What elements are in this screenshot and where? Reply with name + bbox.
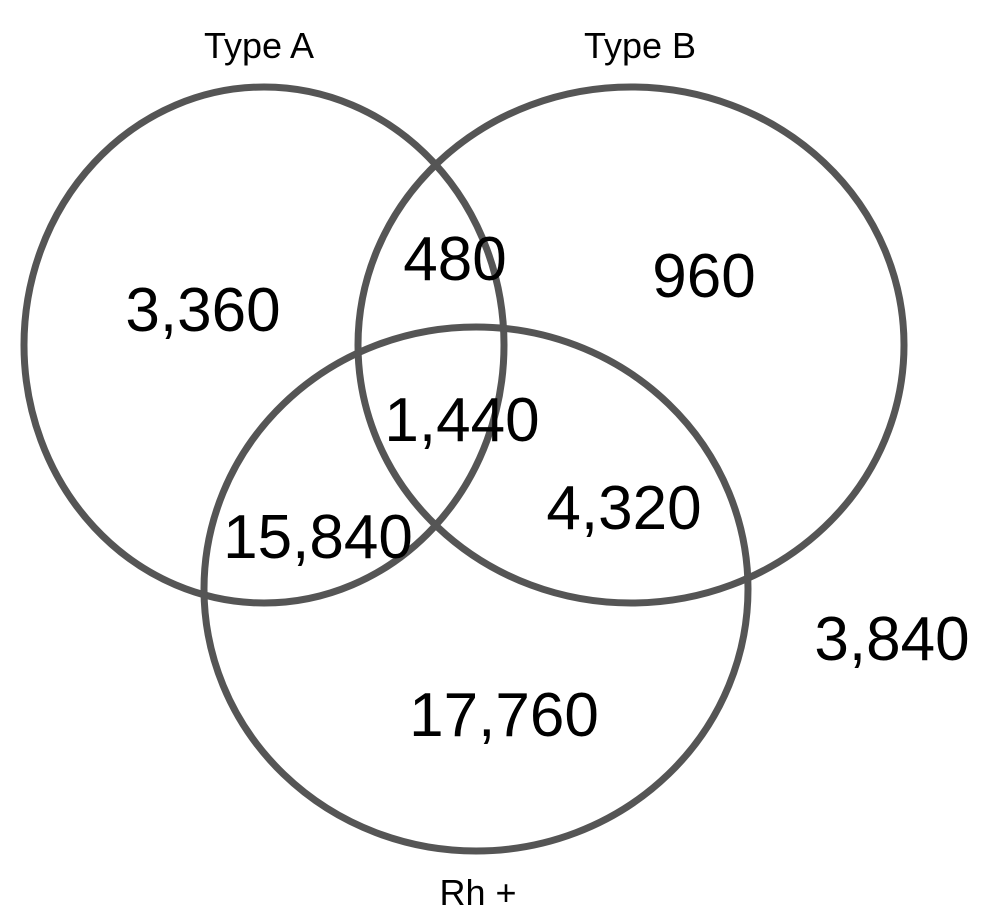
circle-rh-positive <box>200 323 752 855</box>
label-rh-positive: Rh + <box>439 872 516 913</box>
value-a-b-rh: 1,440 <box>384 386 539 455</box>
value-a-and-b-only: 480 <box>403 225 506 294</box>
value-a-only: 3,360 <box>125 276 280 345</box>
label-type-a: Type A <box>204 25 314 66</box>
label-type-b: Type B <box>584 25 696 66</box>
value-outside: 3,840 <box>814 605 969 674</box>
value-b-and-rh-only: 4,320 <box>546 474 701 543</box>
circle-type-a <box>20 83 508 607</box>
value-b-only: 960 <box>652 242 755 311</box>
circle-type-b <box>354 83 908 607</box>
value-a-and-rh-only: 15,840 <box>223 503 413 572</box>
value-rh-only: 17,760 <box>409 681 599 750</box>
